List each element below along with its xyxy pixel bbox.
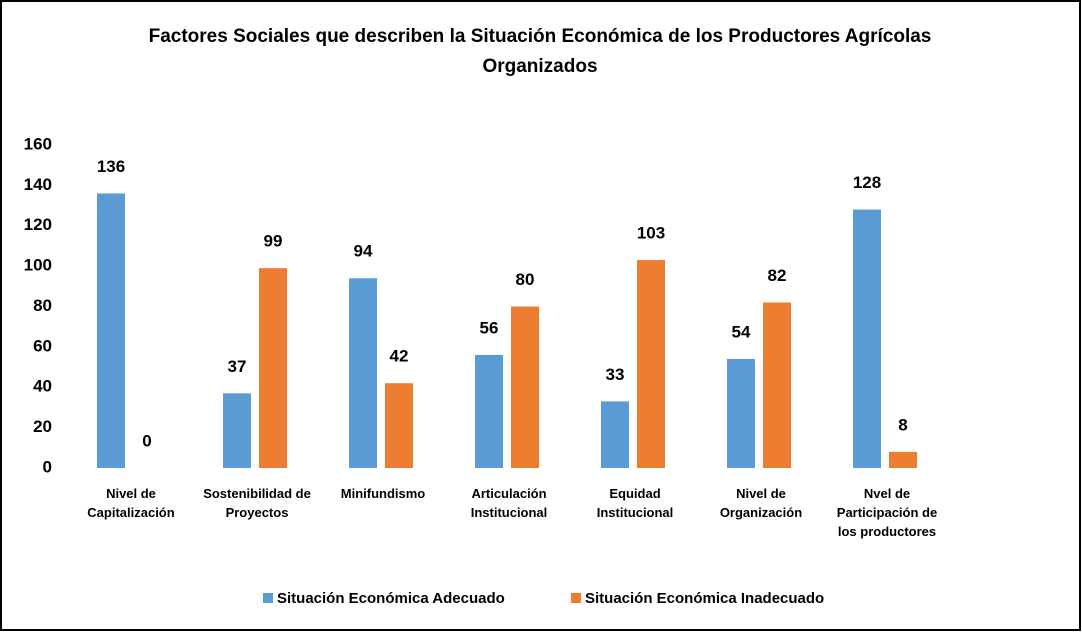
bar xyxy=(259,268,287,468)
data-label: 82 xyxy=(768,266,787,285)
y-tick-label: 20 xyxy=(33,417,52,436)
data-label: 94 xyxy=(354,242,373,261)
data-label: 0 xyxy=(142,431,151,450)
bar xyxy=(853,209,881,468)
bar xyxy=(223,393,251,468)
bar xyxy=(475,354,503,468)
y-tick-label: 160 xyxy=(24,134,52,153)
y-tick-label: 60 xyxy=(33,336,52,355)
bar xyxy=(763,302,791,468)
chart-title: Factores Sociales que describen la Situa… xyxy=(148,26,932,77)
data-label: 56 xyxy=(480,318,499,337)
y-tick-label: 120 xyxy=(24,215,52,234)
bar xyxy=(349,278,377,468)
y-tick-label: 40 xyxy=(33,377,52,396)
bar xyxy=(97,193,125,468)
x-tick-label: Articulación Institucional xyxy=(470,486,548,520)
x-tick-label: Sostenibilidad de Proyectos xyxy=(203,486,311,520)
data-label: 54 xyxy=(732,322,751,341)
bar xyxy=(727,358,755,468)
x-tick-label: Minifundismo xyxy=(340,486,426,501)
data-label: 8 xyxy=(898,415,907,434)
y-tick-label: 140 xyxy=(24,175,52,194)
x-tick-label: Nivel de Organización xyxy=(719,486,803,520)
bar xyxy=(637,260,665,468)
data-label: 37 xyxy=(228,357,247,376)
legend-label: Situación Económica Adecuado xyxy=(277,590,505,607)
y-tick-label: 100 xyxy=(24,256,52,275)
bar xyxy=(601,401,629,468)
bar xyxy=(511,306,539,468)
y-tick-label: 0 xyxy=(43,457,52,476)
y-tick-label: 80 xyxy=(33,296,52,315)
data-label: 136 xyxy=(97,157,125,176)
bar xyxy=(889,451,917,468)
data-label: 128 xyxy=(853,173,881,192)
legend-swatch xyxy=(571,593,581,603)
x-tick-label: Nivel de Capitalización xyxy=(87,486,175,520)
data-label: 80 xyxy=(516,270,535,289)
x-tick-label: Nvel de Participación de los productores xyxy=(836,486,938,539)
x-tick-label: Equidad Institucional xyxy=(596,486,674,520)
data-label: 42 xyxy=(390,347,409,366)
data-label: 99 xyxy=(264,232,283,251)
data-label: 103 xyxy=(637,224,665,243)
legend-label: Situación Económica Inadecuado xyxy=(585,590,824,607)
bar xyxy=(385,383,413,468)
legend-swatch xyxy=(263,593,273,603)
data-label: 33 xyxy=(606,365,625,384)
